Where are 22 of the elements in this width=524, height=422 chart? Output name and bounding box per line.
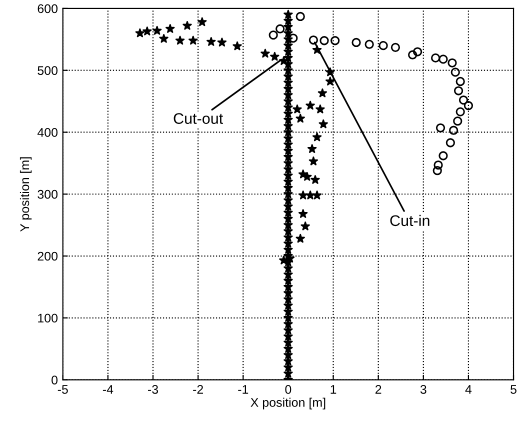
x-tick-label: -5 <box>58 385 68 394</box>
y-tick-label: 400 <box>37 128 58 137</box>
y-axis-title: Y position [m] <box>20 157 32 232</box>
x-tick-label: 2 <box>375 384 382 394</box>
annotation: Cut-in <box>390 214 430 226</box>
x-tick-label: -2 <box>193 384 203 394</box>
x-tick-label: 4 <box>465 385 472 394</box>
annotation: Cut-out <box>174 113 224 124</box>
y-tick-label: 0 <box>52 376 58 384</box>
x-tick-label: 1 <box>330 385 336 394</box>
x-tick-label: -4 <box>102 385 114 394</box>
x-tick-label: 5 <box>510 385 516 394</box>
y-tick-label: 600 <box>38 4 58 14</box>
y-tick-label: 100 <box>38 314 58 323</box>
x-axis-title: X position [m] <box>250 398 326 410</box>
x-tick-label: 3 <box>420 384 426 394</box>
x-tick-label: -3 <box>148 384 158 394</box>
y-tick-label: 200 <box>38 252 58 261</box>
y-tick-label: 500 <box>38 66 58 75</box>
y-tick-label: 300 <box>38 190 58 199</box>
x-tick-label: 0 <box>285 384 292 394</box>
x-tick-label: -1 <box>238 385 248 394</box>
